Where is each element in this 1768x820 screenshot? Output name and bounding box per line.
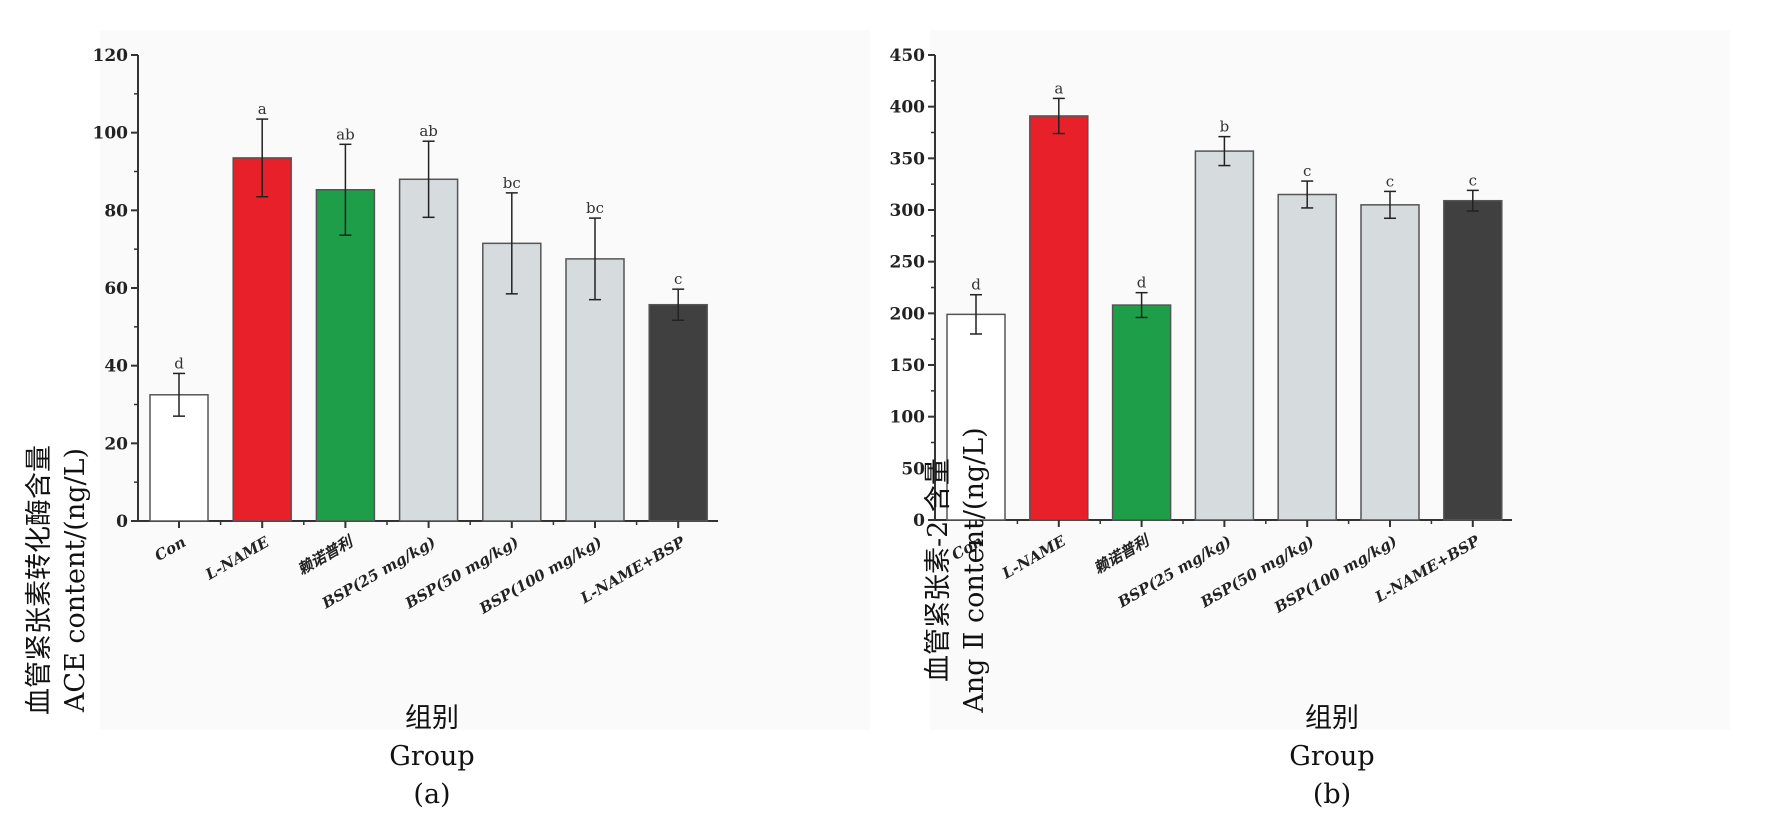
x-category-label: Con xyxy=(152,533,189,565)
y-tick-label: 0 xyxy=(116,512,128,532)
significance-label: d xyxy=(1137,274,1147,292)
y-tick-label: 300 xyxy=(890,201,926,221)
panel-b-x-axis-title: 组别 Group (b) xyxy=(1232,700,1432,814)
significance-label: b xyxy=(1220,118,1230,136)
panel-b-x-label-en: Group xyxy=(1289,741,1375,772)
significance-label: a xyxy=(1054,79,1063,97)
panel-a-y-axis-title: 血管紧张素转化酶含量 ACE content/(ng/L) xyxy=(22,370,94,790)
significance-label: ab xyxy=(336,125,355,143)
bar xyxy=(1443,199,1503,521)
panel-b-y-label-cn: 血管紧张素-2 含量 xyxy=(923,458,954,682)
bar xyxy=(1360,204,1420,521)
y-tick-label: 0 xyxy=(913,511,925,531)
bar xyxy=(648,303,708,522)
y-tick-label: 80 xyxy=(104,201,128,221)
y-tick-label: 400 xyxy=(890,98,926,118)
significance-label: d xyxy=(174,354,184,372)
panel-a-x-label-en: Group xyxy=(389,741,475,772)
panel-b-y-axis-title: 血管紧张素-2 含量 Ang Ⅱ content/(ng/L) xyxy=(921,360,993,780)
panel-a-y-label-en: ACE content/(ng/L) xyxy=(60,447,91,713)
bar xyxy=(232,157,292,522)
panel-a-y-label-cn: 血管紧张素转化酶含量 xyxy=(24,445,55,715)
significance-label: d xyxy=(971,276,981,294)
y-tick-label: 350 xyxy=(890,149,926,169)
bar xyxy=(398,178,459,522)
y-tick-label: 250 xyxy=(890,253,926,273)
significance-label: c xyxy=(1386,172,1394,190)
x-category-label: L-NAME xyxy=(998,532,1069,583)
bar xyxy=(946,313,1006,521)
y-tick-label: 60 xyxy=(104,279,128,299)
y-tick-label: 450 xyxy=(890,46,926,66)
bar xyxy=(1029,115,1089,521)
significance-label: bc xyxy=(586,199,604,217)
y-tick-label: 100 xyxy=(890,408,926,428)
y-tick-label: 50 xyxy=(901,459,925,479)
y-tick-label: 150 xyxy=(890,356,926,376)
bar xyxy=(1111,304,1172,521)
significance-label: ab xyxy=(419,122,438,140)
y-tick-label: 120 xyxy=(93,46,129,66)
significance-label: c xyxy=(1469,171,1477,189)
panel-b-plot: 050100150200250300350400450dConaL-NAMEd赖… xyxy=(890,46,1512,617)
significance-label: bc xyxy=(503,174,521,192)
y-tick-label: 200 xyxy=(890,304,926,324)
x-category-label: 赖诺普利 xyxy=(1091,530,1155,577)
significance-label: a xyxy=(258,100,267,118)
y-tick-label: 20 xyxy=(104,434,128,454)
panel-a-x-label-cn: 组别 xyxy=(405,703,459,734)
significance-label: c xyxy=(1303,162,1311,180)
y-tick-label: 100 xyxy=(93,124,129,144)
panel-a-plot: 020406080100120dConaL-NAMEab赖诺普利abBSP(25… xyxy=(93,46,718,618)
panel-a-label: (a) xyxy=(413,779,451,810)
panel-b-label: (b) xyxy=(1312,779,1352,810)
significance-label: c xyxy=(674,270,682,288)
x-category-label: L-NAME xyxy=(202,533,273,584)
bar xyxy=(1277,193,1337,521)
bar xyxy=(149,394,209,522)
panel-b-y-label-en: Ang Ⅱ content/(ng/L) xyxy=(959,427,990,713)
x-category-label: 赖诺普利 xyxy=(294,531,358,578)
bar xyxy=(315,189,376,522)
panel-a-x-axis-title: 组别 Group (a) xyxy=(332,700,532,814)
y-tick-label: 40 xyxy=(104,357,128,377)
panel-b-x-label-cn: 组别 xyxy=(1305,703,1359,734)
bar xyxy=(1194,150,1255,521)
